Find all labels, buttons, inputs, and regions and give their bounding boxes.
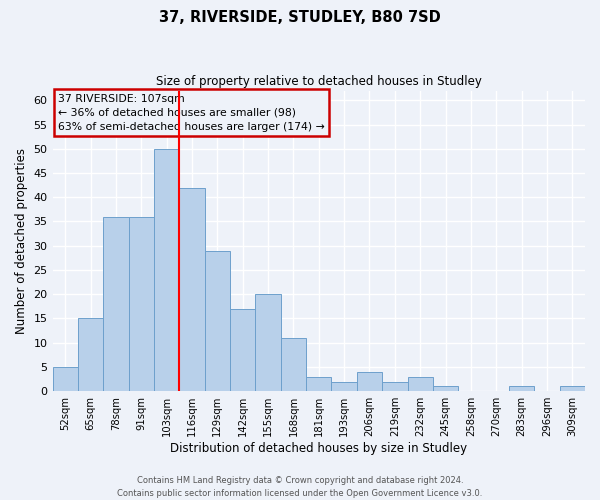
Bar [53,367,78,391]
Text: Contains HM Land Registry data © Crown copyright and database right 2024.
Contai: Contains HM Land Registry data © Crown c… [118,476,482,498]
Bar [306,376,331,391]
Bar [357,372,382,391]
Bar [407,376,433,391]
Y-axis label: Number of detached properties: Number of detached properties [15,148,28,334]
Bar [281,338,306,391]
Bar [205,250,230,391]
Title: Size of property relative to detached houses in Studley: Size of property relative to detached ho… [156,75,482,88]
Bar [331,382,357,391]
Text: 37, RIVERSIDE, STUDLEY, B80 7SD: 37, RIVERSIDE, STUDLEY, B80 7SD [159,10,441,25]
Bar [103,216,128,391]
Bar [509,386,534,391]
Bar [154,148,179,391]
Bar [433,386,458,391]
Bar [560,386,585,391]
X-axis label: Distribution of detached houses by size in Studley: Distribution of detached houses by size … [170,442,467,455]
Text: 37 RIVERSIDE: 107sqm
← 36% of detached houses are smaller (98)
63% of semi-detac: 37 RIVERSIDE: 107sqm ← 36% of detached h… [58,94,325,132]
Bar [179,188,205,391]
Bar [78,318,103,391]
Bar [382,382,407,391]
Bar [230,309,256,391]
Bar [256,294,281,391]
Bar [128,216,154,391]
